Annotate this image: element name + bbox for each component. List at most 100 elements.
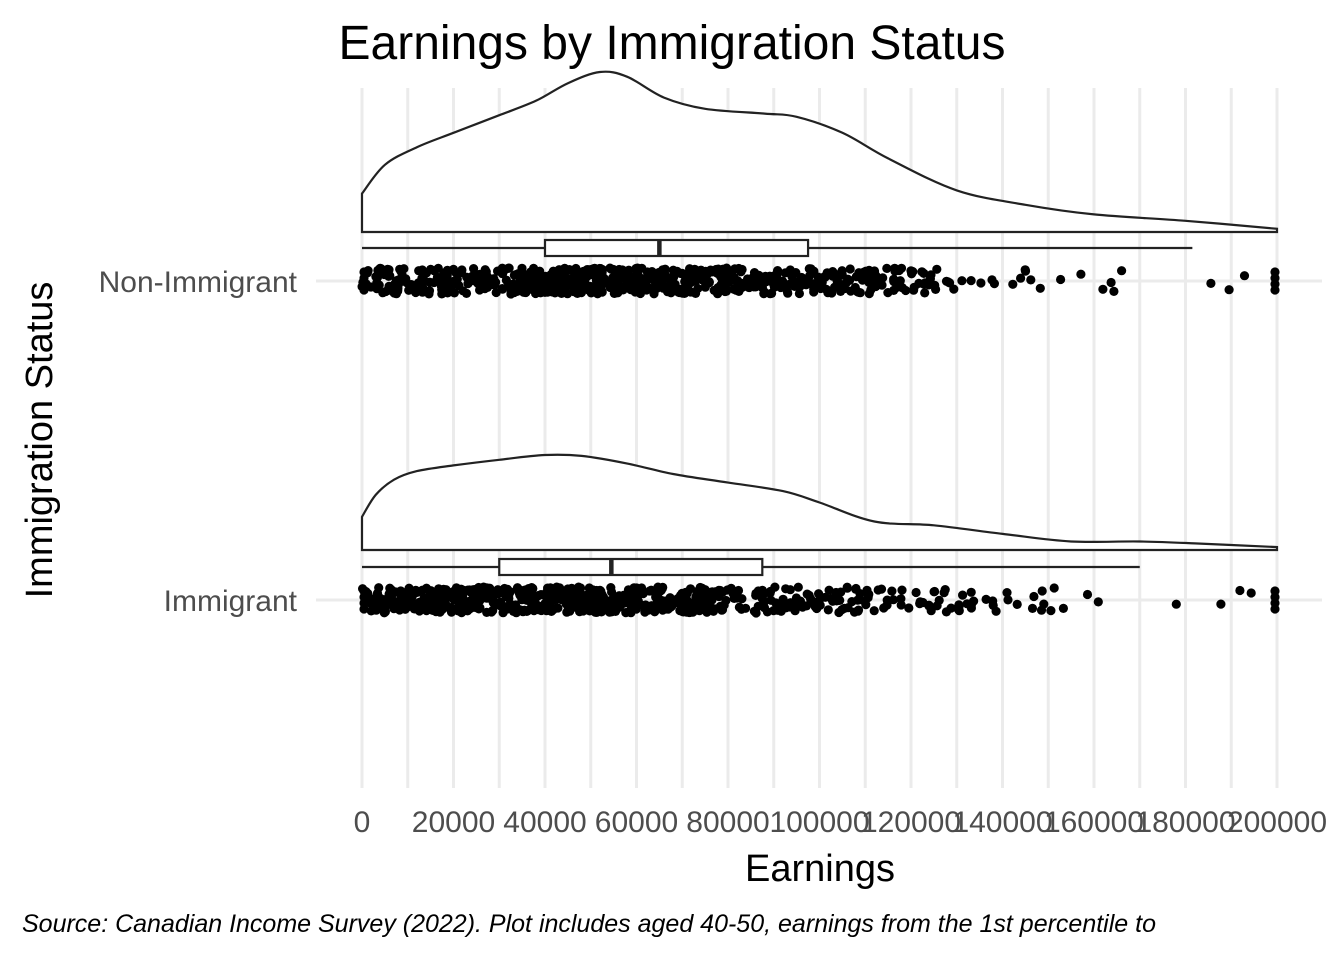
data-point-immigrant (785, 585, 795, 595)
data-point-immigrant (645, 586, 655, 596)
data-point-immigrant (1003, 595, 1013, 605)
data-point-non-immigrant (1020, 266, 1031, 276)
data-point-non-immigrant (773, 266, 783, 276)
data-point-immigrant (692, 599, 703, 609)
data-point-immigrant (693, 587, 704, 597)
data-point-immigrant (749, 606, 760, 616)
data-point-non-immigrant (596, 264, 606, 274)
data-point-immigrant (517, 589, 527, 599)
data-point-non-immigrant (573, 286, 584, 296)
data-point-non-immigrant (1270, 285, 1280, 295)
data-point-non-immigrant (586, 269, 596, 279)
data-point-immigrant (680, 594, 690, 604)
density-cloud-immigrant (360, 453, 1279, 552)
data-point-immigrant (823, 605, 833, 615)
data-point-non-immigrant (804, 264, 814, 274)
data-point-immigrant (966, 587, 976, 597)
data-point-immigrant (463, 585, 473, 595)
data-point-immigrant (404, 583, 414, 593)
data-point-immigrant (417, 603, 427, 613)
data-point-non-immigrant (730, 264, 740, 274)
data-point-immigrant (805, 594, 816, 604)
y-axis-title: Immigration Status (19, 282, 61, 599)
data-point-immigrant (566, 590, 576, 600)
data-point-immigrant (1058, 603, 1068, 614)
data-point-immigrant (622, 591, 632, 601)
data-point-non-immigrant (1035, 283, 1045, 293)
data-point-immigrant (1270, 604, 1280, 614)
x-tick-label-0: 0 (354, 806, 371, 839)
data-point-immigrant (502, 604, 512, 614)
data-point-non-immigrant (1117, 266, 1127, 276)
data-point-non-immigrant (889, 274, 899, 284)
data-point-non-immigrant (571, 263, 581, 274)
data-point-immigrant (549, 595, 559, 605)
data-point-immigrant (849, 607, 860, 617)
data-point-immigrant (1037, 586, 1047, 596)
data-point-immigrant (590, 607, 600, 617)
data-point-non-immigrant (613, 285, 623, 296)
data-point-immigrant (488, 605, 498, 616)
data-point-non-immigrant (685, 264, 695, 274)
data-point-immigrant (658, 582, 668, 593)
data-point-immigrant (536, 590, 546, 600)
data-point-immigrant (541, 605, 552, 615)
data-point-non-immigrant (769, 274, 779, 285)
data-point-immigrant (421, 583, 432, 593)
data-point-immigrant (485, 593, 495, 603)
data-point-non-immigrant (813, 272, 823, 282)
data-point-immigrant (638, 601, 648, 611)
data-point-immigrant (500, 585, 510, 595)
data-point-non-immigrant (433, 263, 443, 273)
data-point-immigrant (757, 585, 768, 596)
box-non-immigrant (543, 238, 810, 258)
data-point-immigrant (778, 594, 788, 604)
data-point-non-immigrant (1098, 284, 1108, 294)
data-point-immigrant (620, 598, 630, 608)
x-axis-title: Earnings (745, 848, 895, 890)
data-point-non-immigrant (1106, 277, 1116, 288)
data-point-immigrant (766, 595, 776, 605)
data-point-non-immigrant (1239, 271, 1250, 281)
data-point-immigrant (853, 595, 863, 605)
data-point-immigrant (930, 586, 940, 597)
data-point-immigrant (666, 595, 676, 605)
data-point-immigrant (1082, 589, 1093, 600)
data-point-non-immigrant (489, 274, 499, 284)
data-point-non-immigrant (820, 272, 830, 282)
data-point-non-immigrant (909, 285, 919, 295)
data-point-immigrant (1012, 599, 1022, 610)
data-point-non-immigrant (608, 273, 618, 283)
data-point-immigrant (372, 588, 383, 598)
data-point-immigrant (839, 603, 850, 614)
data-point-non-immigrant (966, 276, 976, 286)
data-point-non-immigrant (744, 282, 754, 292)
data-point-non-immigrant (1026, 275, 1036, 285)
data-point-immigrant (864, 589, 874, 599)
data-point-immigrant (729, 593, 739, 604)
data-point-non-immigrant (556, 269, 567, 279)
data-point-non-immigrant (631, 270, 641, 280)
data-point-immigrant (439, 584, 449, 594)
data-point-immigrant (410, 599, 420, 609)
data-point-immigrant (1049, 583, 1059, 593)
data-point-non-immigrant (475, 275, 485, 285)
data-point-non-immigrant (1016, 273, 1026, 283)
data-point-immigrant (396, 595, 406, 605)
data-point-non-immigrant (531, 288, 541, 299)
data-point-non-immigrant (1008, 279, 1018, 289)
data-point-non-immigrant (794, 288, 805, 299)
data-point-immigrant (1246, 588, 1256, 598)
data-point-immigrant (515, 605, 526, 615)
data-point-non-immigrant (559, 282, 569, 292)
data-point-non-immigrant (1224, 285, 1234, 295)
data-point-immigrant (396, 586, 406, 596)
data-point-non-immigrant (836, 286, 846, 296)
chart-title: Earnings by Immigration Status (339, 17, 1006, 70)
data-point-immigrant (1093, 597, 1103, 607)
data-point-non-immigrant (797, 275, 808, 285)
data-point-non-immigrant (706, 265, 716, 275)
data-point-non-immigrant (605, 263, 615, 273)
data-point-immigrant (882, 600, 892, 610)
data-point-non-immigrant (456, 267, 466, 278)
